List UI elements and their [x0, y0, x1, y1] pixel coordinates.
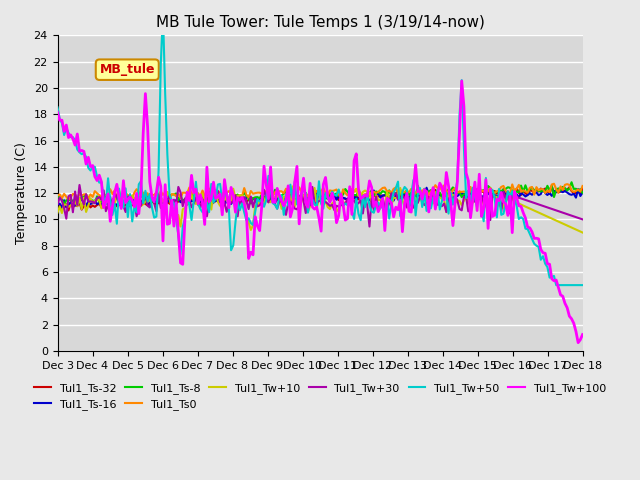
Tul1_Tw+100: [401, 201, 408, 207]
Tul1_Tw+30: [78, 195, 86, 201]
Tul1_Ts-16: [58, 205, 66, 211]
Tul1_Tw+100: [232, 209, 239, 215]
Tul1_Ts-32: [54, 200, 61, 206]
Tul1_Ts0: [54, 192, 61, 198]
Line: Tul1_Tw+30: Tul1_Tw+30: [58, 185, 582, 227]
Tul1_Ts-16: [140, 198, 147, 204]
Tul1_Tw+50: [89, 164, 97, 169]
Tul1_Tw+30: [546, 205, 554, 211]
Tul1_Tw+10: [137, 203, 145, 209]
Tul1_Tw+50: [54, 105, 61, 110]
Tul1_Tw+100: [574, 340, 582, 346]
Tul1_Tw+10: [289, 183, 296, 189]
Tul1_Ts-16: [54, 202, 61, 207]
Tul1_Ts-8: [89, 198, 97, 204]
Tul1_Tw+100: [579, 332, 586, 337]
Tul1_Ts0: [76, 191, 83, 197]
Tul1_Ts-8: [234, 192, 241, 197]
Tul1_Ts0: [550, 181, 558, 187]
Tul1_Ts0: [126, 198, 134, 204]
Tul1_Ts-16: [78, 196, 86, 202]
Tul1_Ts0: [543, 188, 551, 193]
Tul1_Tw+50: [579, 282, 586, 288]
Tul1_Tw+30: [54, 202, 61, 207]
Line: Tul1_Ts-32: Tul1_Ts-32: [58, 187, 582, 210]
Tul1_Ts-32: [234, 198, 241, 204]
Tul1_Ts-32: [91, 204, 99, 210]
Tul1_Ts-32: [579, 186, 586, 192]
Tul1_Ts-8: [568, 180, 575, 185]
Tul1_Tw+100: [54, 109, 61, 115]
Tul1_Tw+30: [76, 182, 83, 188]
Tul1_Tw+10: [54, 210, 61, 216]
Tul1_Ts-8: [131, 202, 138, 207]
Tul1_Tw+10: [89, 200, 97, 205]
Tul1_Tw+50: [403, 186, 411, 192]
Line: Tul1_Ts0: Tul1_Ts0: [58, 184, 582, 201]
Tul1_Tw+30: [405, 194, 413, 200]
Tul1_Tw+30: [140, 198, 147, 204]
Tul1_Tw+10: [232, 195, 239, 201]
Line: Tul1_Ts-16: Tul1_Ts-16: [58, 188, 582, 208]
Tul1_Ts-32: [65, 207, 72, 213]
Tul1_Tw+10: [543, 214, 551, 219]
Tul1_Ts-8: [140, 195, 147, 201]
Tul1_Tw+100: [543, 261, 551, 266]
Tul1_Tw+10: [579, 229, 586, 235]
Tul1_Ts-16: [403, 194, 411, 200]
Tul1_Ts-16: [423, 185, 431, 191]
Tul1_Ts-32: [543, 189, 551, 194]
Tul1_Ts-8: [54, 192, 61, 198]
Tul1_Tw+50: [137, 178, 145, 184]
Tul1_Ts-8: [76, 200, 83, 205]
Tul1_Ts-32: [403, 195, 411, 201]
Tul1_Tw+100: [137, 187, 145, 193]
Title: MB Tule Tower: Tule Temps 1 (3/19/14-now): MB Tule Tower: Tule Temps 1 (3/19/14-now…: [156, 15, 484, 30]
Tul1_Ts-8: [579, 190, 586, 196]
Tul1_Tw+30: [579, 216, 586, 222]
Tul1_Ts-32: [140, 199, 147, 205]
Tul1_Tw+50: [234, 200, 241, 205]
Text: MB_tule: MB_tule: [100, 63, 155, 76]
Line: Tul1_Tw+50: Tul1_Tw+50: [58, 13, 582, 285]
Tul1_Ts0: [579, 183, 586, 189]
Tul1_Tw+100: [89, 163, 97, 168]
Tul1_Ts-16: [546, 190, 554, 196]
Tul1_Ts-16: [91, 198, 99, 204]
Line: Tul1_Tw+100: Tul1_Tw+100: [58, 81, 582, 343]
Tul1_Tw+50: [159, 10, 167, 16]
Tul1_Tw+30: [234, 214, 241, 219]
Tul1_Tw+50: [552, 282, 560, 288]
Tul1_Ts0: [234, 197, 241, 203]
Tul1_Ts0: [140, 190, 147, 195]
Tul1_Tw+30: [91, 201, 99, 206]
Tul1_Tw+50: [76, 149, 83, 155]
Tul1_Ts-16: [579, 190, 586, 195]
Tul1_Ts-32: [78, 207, 86, 213]
Tul1_Tw+30: [365, 224, 373, 229]
Line: Tul1_Ts-8: Tul1_Ts-8: [58, 182, 582, 204]
Tul1_Ts-8: [543, 183, 551, 189]
Tul1_Ts-32: [548, 184, 556, 190]
Legend: Tul1_Ts-32, Tul1_Ts-16, Tul1_Ts-8, Tul1_Ts0, Tul1_Tw+10, Tul1_Tw+30, Tul1_Tw+50,: Tul1_Ts-32, Tul1_Ts-16, Tul1_Ts-8, Tul1_…: [29, 378, 611, 415]
Tul1_Ts-16: [234, 195, 241, 201]
Tul1_Ts-8: [403, 187, 411, 193]
Tul1_Tw+50: [543, 264, 551, 270]
Y-axis label: Temperature (C): Temperature (C): [15, 142, 28, 244]
Line: Tul1_Tw+10: Tul1_Tw+10: [58, 186, 582, 232]
Tul1_Tw+100: [76, 148, 83, 154]
Tul1_Tw+100: [458, 78, 465, 84]
Tul1_Tw+10: [76, 195, 83, 201]
Tul1_Ts0: [89, 194, 97, 200]
Tul1_Tw+10: [403, 197, 411, 203]
Tul1_Ts0: [403, 188, 411, 194]
